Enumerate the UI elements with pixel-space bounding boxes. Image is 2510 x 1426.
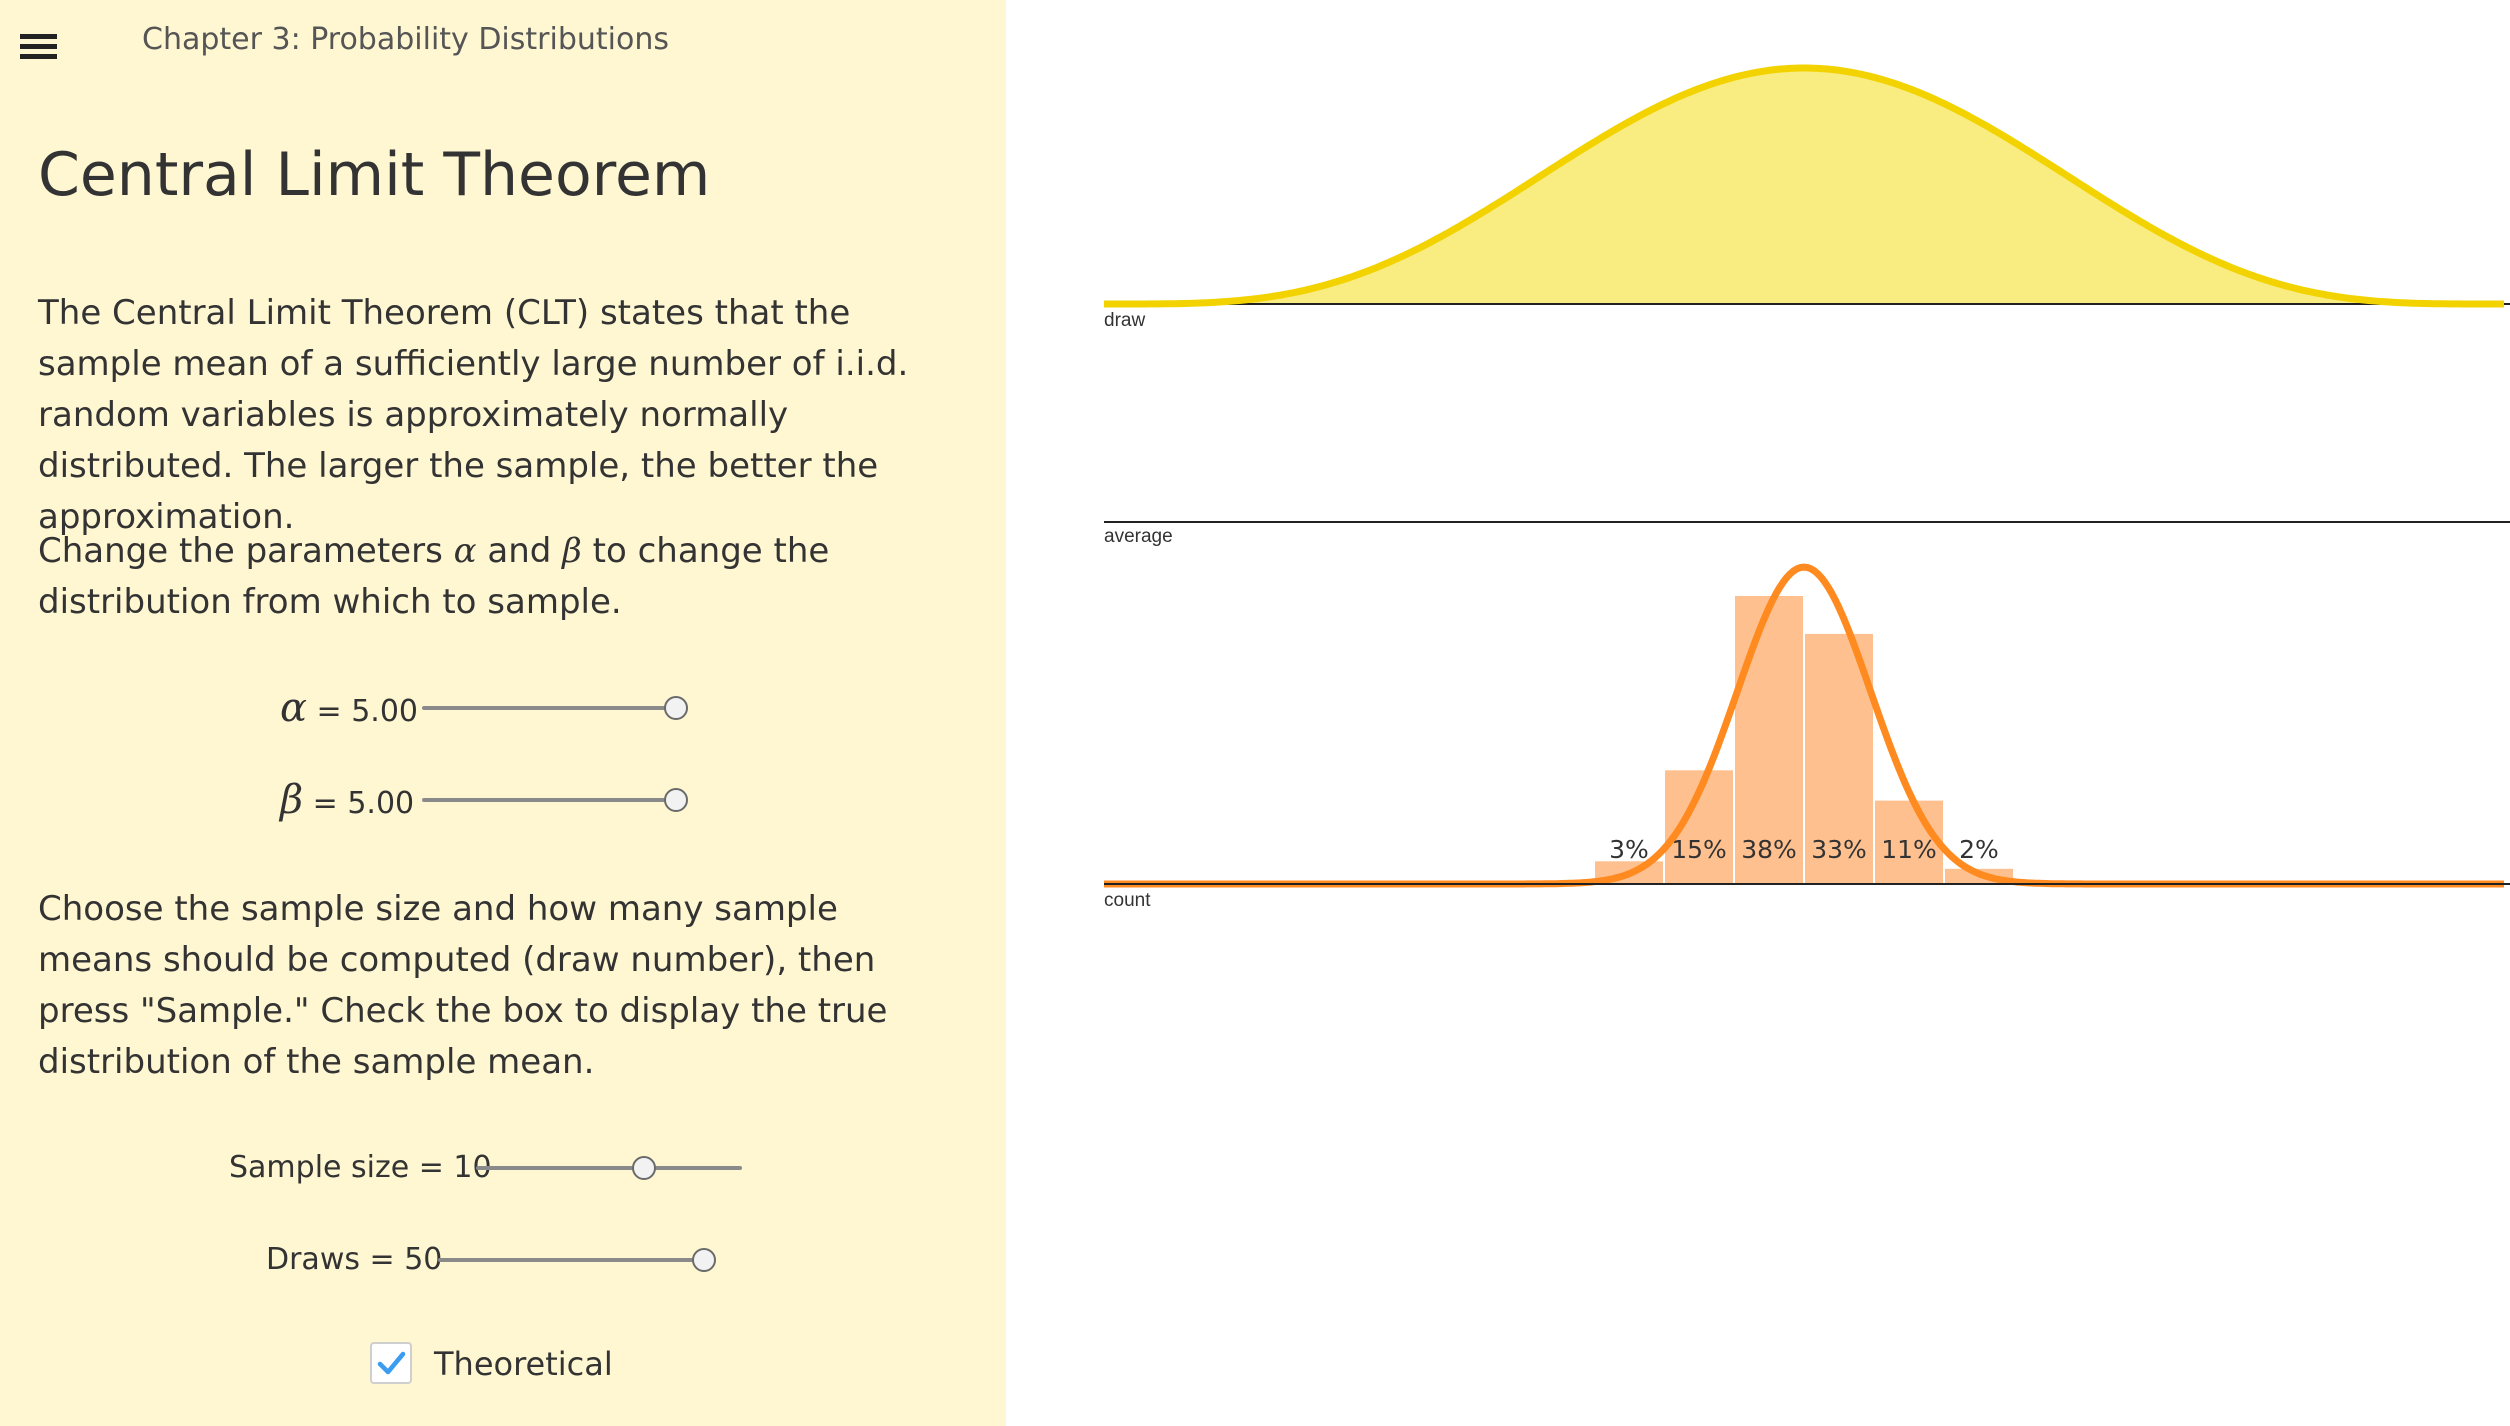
- alpha-slider-row: α = 5.00: [0, 686, 1006, 730]
- sample-size-slider-row: Sample size = 10: [0, 1146, 1006, 1190]
- alpha-slider-thumb[interactable]: [664, 696, 688, 720]
- theoretical-label[interactable]: Theoretical: [434, 1345, 613, 1383]
- histogram-bar-label: 38%: [1741, 835, 1797, 864]
- draws-slider-thumb[interactable]: [692, 1248, 716, 1272]
- params-text: and: [476, 531, 563, 571]
- intro-paragraph: The Central Limit Theorem (CLT) states t…: [38, 293, 909, 537]
- side-panel: Chapter 3: Probability Distributions Cen…: [0, 0, 1006, 1426]
- menu-bar: [20, 34, 57, 39]
- menu-bar: [20, 44, 57, 49]
- histogram-bars: [1595, 596, 2013, 884]
- checkmark-icon: [377, 1351, 406, 1375]
- draws-label: Draws = 50: [266, 1242, 443, 1277]
- menu-bar: [20, 54, 57, 59]
- beta-density-panel: draw: [1104, 64, 2510, 331]
- histogram-panel: 3% 15% 38% 33% 11% 2% count: [1104, 563, 2510, 911]
- sample-size-label: Sample size = 10: [229, 1150, 492, 1185]
- parameters-paragraph: Change the parameters α and β to change …: [38, 526, 958, 628]
- count-axis-label: count: [1104, 890, 1151, 911]
- beta-slider[interactable]: [422, 798, 676, 802]
- alpha-symbol: α: [280, 685, 308, 731]
- params-text: to change the distribution from which to…: [38, 531, 830, 622]
- page-title: Central Limit Theorem: [38, 140, 711, 210]
- beta-label: β = 5.00: [280, 778, 414, 822]
- alpha-label: α = 5.00: [280, 686, 418, 730]
- breadcrumb[interactable]: Chapter 3: Probability Distributions: [142, 22, 669, 57]
- histogram-labels: 3% 15% 38% 33% 11% 2%: [1609, 835, 1999, 864]
- beta-density-curve: [1104, 64, 2504, 308]
- beta-value: = 5.00: [303, 786, 415, 821]
- average-panel: average: [1104, 521, 2510, 547]
- alpha-slider[interactable]: [422, 706, 676, 710]
- histogram-bar-label: 3%: [1609, 835, 1649, 864]
- sample-size-slider-thumb[interactable]: [631, 1156, 656, 1180]
- beta-density-area: [1104, 68, 2504, 304]
- beta-symbol: β: [562, 531, 582, 571]
- histogram-bar-label: 11%: [1881, 835, 1937, 864]
- alpha-value: = 5.00: [307, 694, 419, 729]
- alpha-symbol: α: [453, 531, 477, 571]
- beta-slider-row: β = 5.00: [0, 778, 1006, 822]
- menu-icon[interactable]: [20, 30, 58, 64]
- draw-axis-label: draw: [1104, 310, 1145, 331]
- beta-slider-thumb[interactable]: [664, 788, 688, 812]
- draws-slider-row: Draws = 50: [0, 1238, 1006, 1282]
- theoretical-checkbox[interactable]: [370, 1342, 412, 1384]
- clt-visualization: draw average 3% 15% 38% 33% 11% 2% count: [1104, 64, 2510, 911]
- histogram-bar-label: 15%: [1671, 835, 1727, 864]
- draws-slider[interactable]: [438, 1258, 704, 1262]
- theoretical-normal-curve: [1104, 563, 2504, 888]
- beta-symbol: β: [280, 777, 304, 823]
- histogram-bar: [1875, 800, 1943, 884]
- params-text: Change the parameters: [38, 531, 454, 571]
- histogram-bar-label: 2%: [1959, 835, 1999, 864]
- histogram-bar: [1735, 596, 1803, 884]
- sample-size-slider[interactable]: [476, 1166, 742, 1170]
- average-axis-label: average: [1104, 526, 1173, 547]
- histogram-bar-label: 33%: [1811, 835, 1867, 864]
- instructions-paragraph: Choose the sample size and how many samp…: [38, 889, 888, 1082]
